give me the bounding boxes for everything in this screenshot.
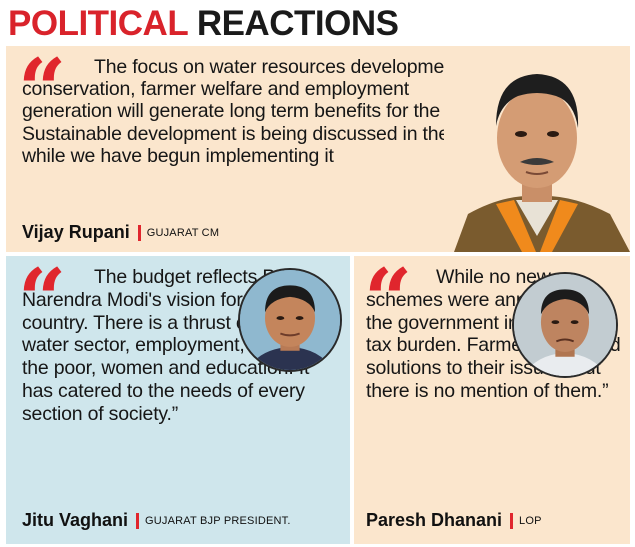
quote-panel-vaghani: “ The budget reflects PM Narendra Modi's… <box>6 256 350 544</box>
portrait-jitu-vaghani <box>238 268 342 372</box>
portrait-vijay-rupani <box>444 46 630 252</box>
quote-panel-rupani: “ The focus on water resources developme… <box>6 46 630 252</box>
quote-text-rupani: The focus on water resources development… <box>22 56 500 167</box>
speaker-role: GUJARAT CM <box>146 226 220 239</box>
speaker-name: Jitu Vaghani <box>22 510 129 530</box>
byline-divider <box>136 512 140 529</box>
byline-rupani: Vijay Rupani GUJARAT CM <box>22 222 219 243</box>
byline-dhanani: Paresh Dhanani LOP <box>366 510 542 531</box>
speaker-name: Paresh Dhanani <box>366 510 503 530</box>
page-title: POLITICAL REACTIONS <box>8 2 399 46</box>
portrait-paresh-dhanani <box>512 272 618 378</box>
speaker-role: LOP <box>519 514 542 527</box>
byline-divider <box>137 224 141 241</box>
title-reactions: REACTIONS <box>196 4 399 43</box>
speaker-role: GUJARAT BJP PRESIDENT. <box>145 514 291 527</box>
speaker-name: Vijay Rupani <box>22 222 130 242</box>
title-political: POLITICAL <box>8 4 188 43</box>
byline-divider <box>510 512 514 529</box>
byline-vaghani: Jitu Vaghani GUJARAT BJP PRESIDENT. <box>22 510 291 531</box>
quote-panel-dhanani: “ While no new schemes were announced, t… <box>354 256 630 544</box>
